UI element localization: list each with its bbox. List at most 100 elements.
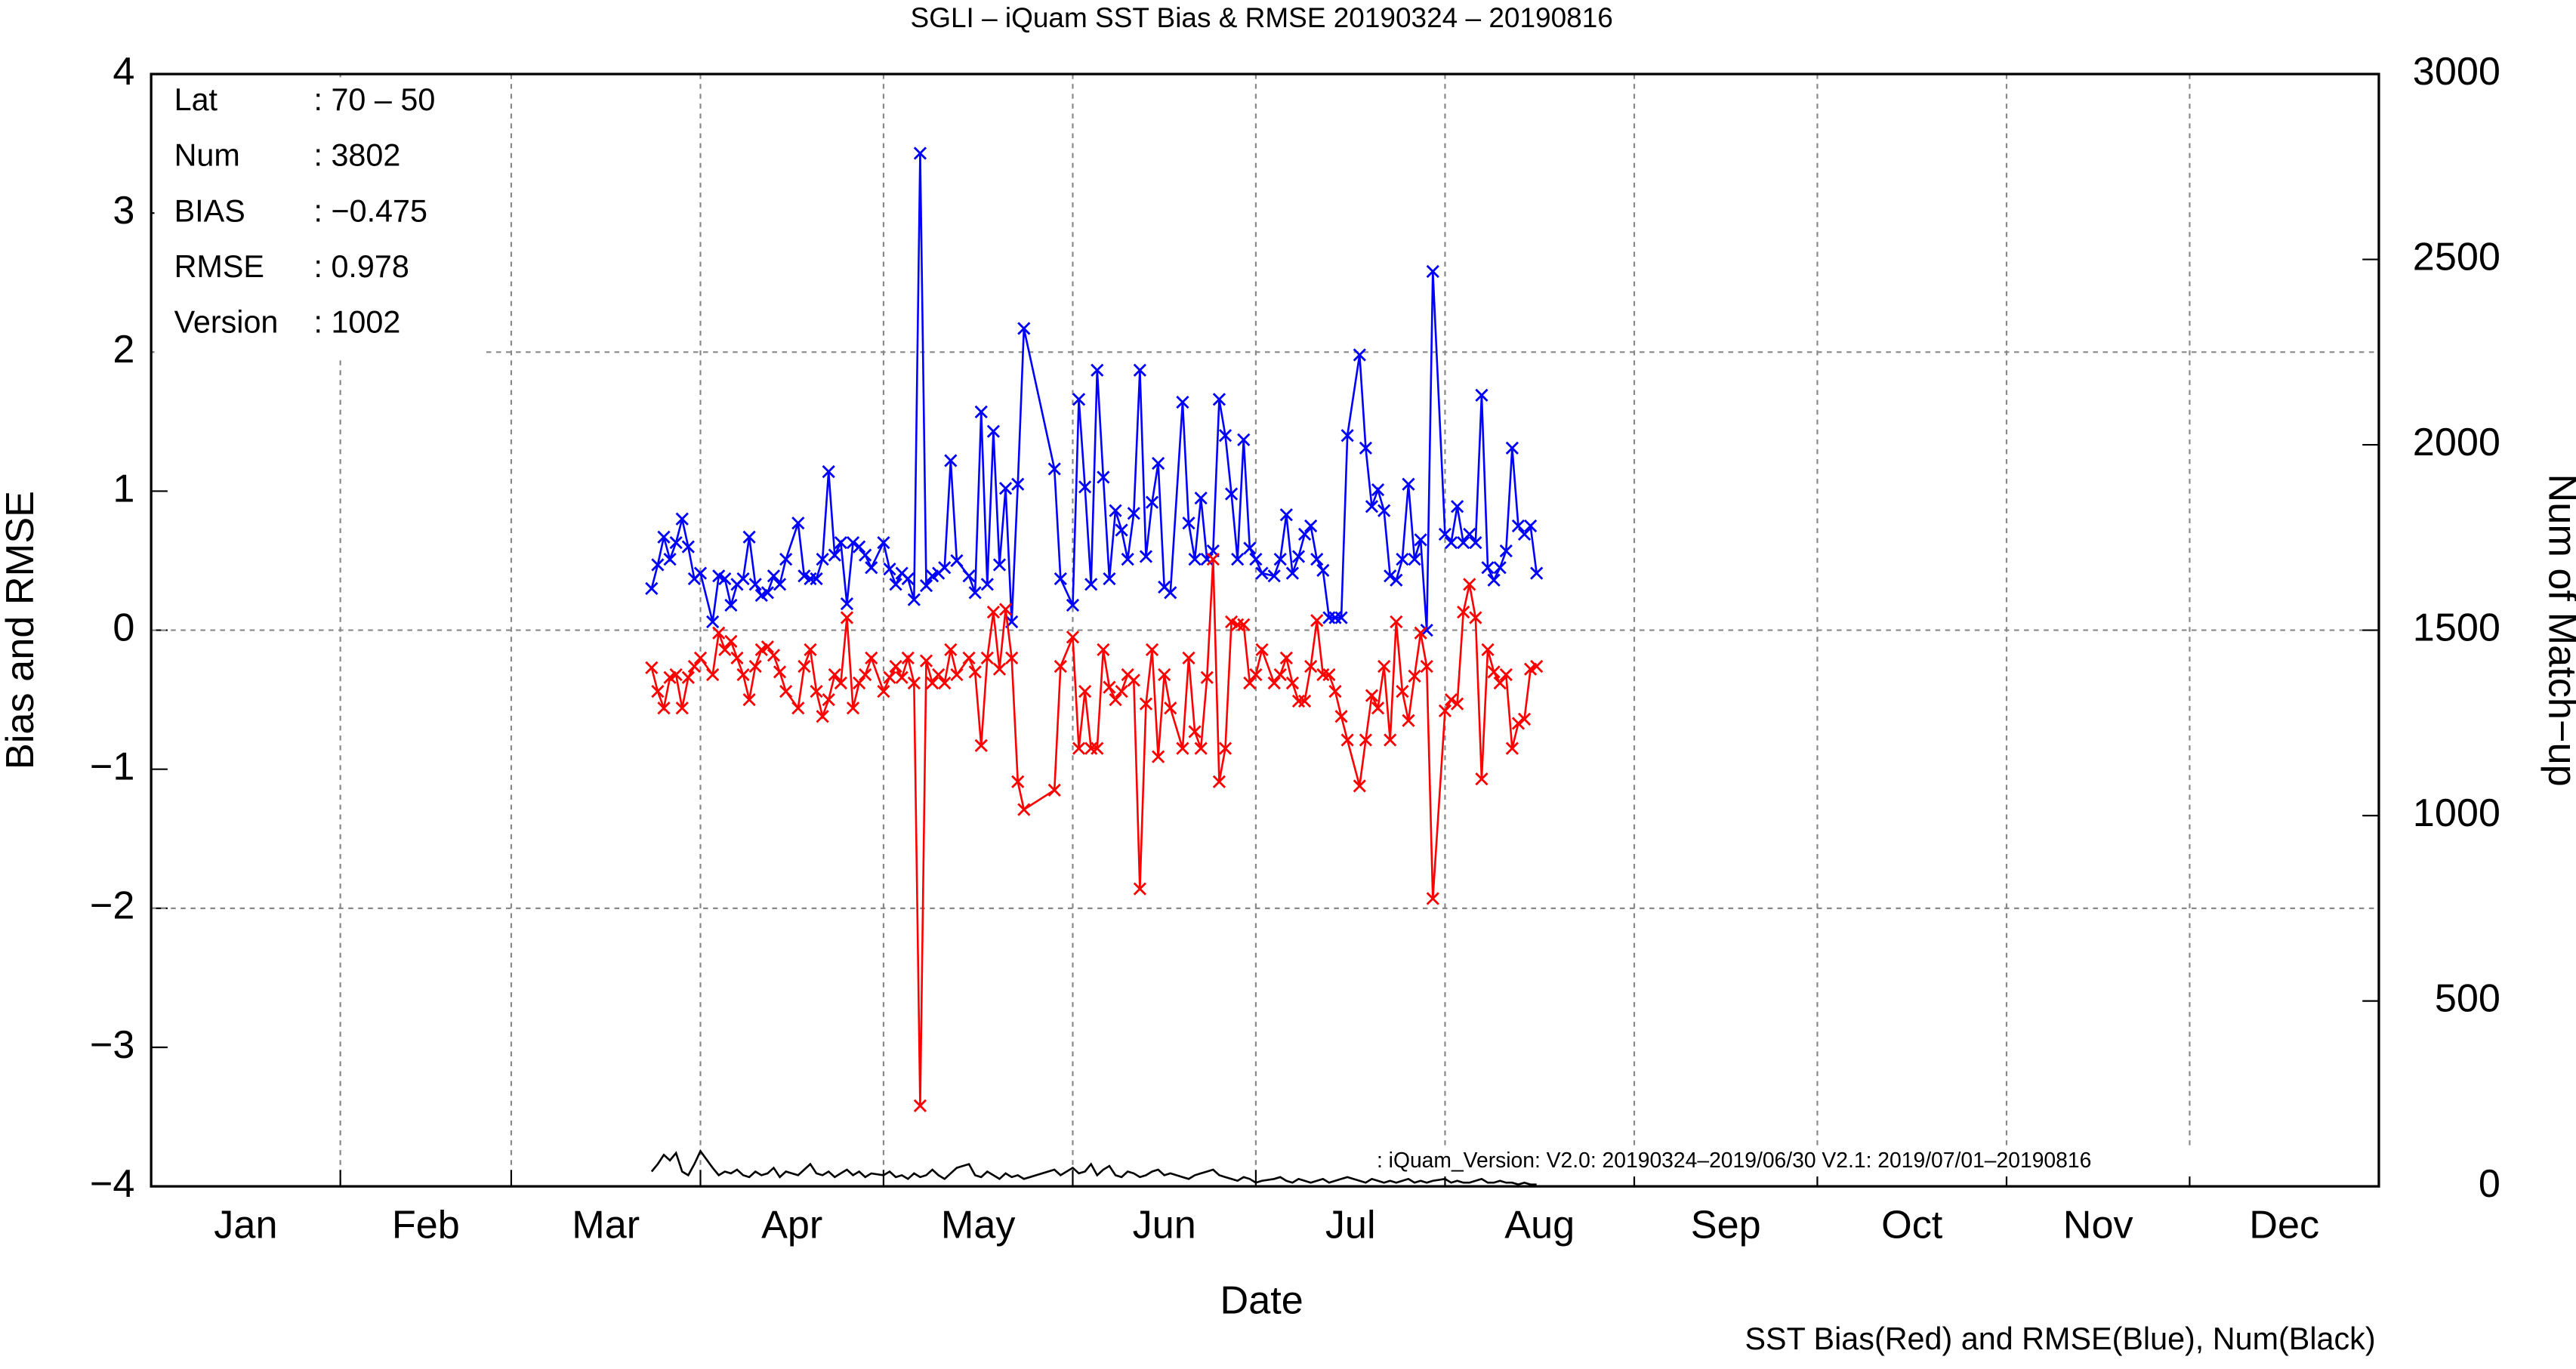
y-tick-label: −4 bbox=[90, 1162, 135, 1206]
data-point bbox=[718, 643, 732, 656]
y-axis-label: Bias and RMSE bbox=[0, 491, 42, 769]
data-point bbox=[938, 561, 952, 575]
data-point bbox=[852, 676, 866, 690]
annotation: : iQuam_Version: V2.0: 20190324–2019/06/… bbox=[1377, 1148, 2091, 1172]
x-tick-label: Dec bbox=[2249, 1203, 2319, 1247]
data-point bbox=[1359, 733, 1373, 747]
data-point bbox=[1444, 535, 1458, 550]
data-point bbox=[1176, 742, 1189, 755]
info-value: : 70 – 50 bbox=[313, 82, 435, 117]
data-point bbox=[1224, 487, 1239, 501]
data-point bbox=[1188, 553, 1202, 566]
data-point bbox=[718, 572, 732, 586]
data-point bbox=[907, 676, 921, 690]
data-point bbox=[1158, 668, 1171, 682]
data-point bbox=[1152, 750, 1165, 763]
data-point bbox=[986, 424, 1001, 438]
data-point bbox=[1475, 772, 1489, 786]
data-point bbox=[1310, 614, 1324, 627]
info-value: : 0.978 bbox=[313, 249, 409, 284]
x-tick-label: Aug bbox=[1504, 1203, 1575, 1247]
data-point bbox=[1420, 659, 1433, 674]
data-point bbox=[1493, 676, 1507, 690]
data-point bbox=[840, 597, 854, 611]
data-point bbox=[1267, 569, 1281, 583]
data-point bbox=[742, 693, 756, 707]
data-point bbox=[1133, 882, 1146, 896]
data-point bbox=[950, 553, 964, 568]
data-point bbox=[828, 548, 841, 562]
info-value: : −0.475 bbox=[313, 193, 427, 228]
data-point bbox=[1231, 553, 1245, 566]
y-tick-label: 0 bbox=[113, 606, 134, 649]
data-point bbox=[834, 535, 847, 550]
y-tick-label: 3 bbox=[113, 189, 134, 233]
data-point bbox=[919, 654, 933, 668]
data-point bbox=[846, 701, 860, 715]
x-tick-label: Jun bbox=[1133, 1203, 1196, 1247]
data-point bbox=[1194, 492, 1208, 505]
data-point bbox=[980, 651, 994, 665]
data-point bbox=[1451, 500, 1464, 513]
data-point bbox=[998, 482, 1013, 495]
data-point bbox=[1291, 550, 1306, 563]
y2-tick-label: 500 bbox=[2435, 976, 2500, 1020]
data-point bbox=[1054, 572, 1067, 586]
data-point bbox=[1066, 598, 1080, 612]
data-point bbox=[767, 649, 781, 662]
data-point bbox=[852, 540, 866, 553]
data-point bbox=[1384, 733, 1397, 747]
data-point bbox=[1334, 710, 1348, 723]
data-point bbox=[1273, 553, 1287, 566]
data-point bbox=[1182, 651, 1195, 665]
y2-tick-label: 0 bbox=[2479, 1162, 2500, 1206]
data-point bbox=[1328, 684, 1342, 698]
data-point bbox=[797, 659, 811, 674]
data-point bbox=[822, 465, 835, 479]
data-point bbox=[1353, 348, 1366, 362]
data-point bbox=[645, 581, 659, 595]
y2-axis-label: Num of Match−up bbox=[2540, 473, 2576, 786]
data-point bbox=[1396, 684, 1409, 698]
data-point bbox=[810, 684, 823, 698]
data-point bbox=[730, 651, 744, 665]
data-point bbox=[865, 651, 878, 665]
data-point bbox=[1097, 643, 1110, 656]
data-point bbox=[1340, 429, 1354, 442]
data-point bbox=[1371, 701, 1385, 715]
data-point bbox=[1487, 573, 1501, 587]
data-point bbox=[742, 530, 756, 544]
data-point bbox=[1243, 541, 1257, 555]
data-point bbox=[1384, 569, 1397, 583]
y2-tick-label: 2000 bbox=[2413, 421, 2500, 464]
data-point bbox=[913, 1099, 927, 1112]
data-point bbox=[944, 454, 958, 467]
data-point bbox=[657, 701, 671, 715]
data-point bbox=[1457, 606, 1470, 619]
data-point bbox=[1505, 742, 1519, 755]
y-tick-label: −3 bbox=[90, 1023, 135, 1067]
data-point bbox=[791, 701, 805, 715]
data-point bbox=[1328, 611, 1342, 624]
data-point bbox=[1115, 523, 1128, 537]
x-tick-label: May bbox=[941, 1203, 1016, 1247]
data-point bbox=[657, 530, 671, 544]
x-axis-label: Date bbox=[1220, 1279, 1303, 1323]
data-point bbox=[1005, 651, 1019, 665]
data-point bbox=[1121, 553, 1134, 566]
data-point bbox=[1390, 615, 1403, 629]
data-point bbox=[938, 676, 952, 690]
data-point bbox=[1322, 611, 1336, 624]
data-point bbox=[1109, 504, 1122, 517]
x-tick-label: Feb bbox=[392, 1203, 460, 1247]
data-point bbox=[760, 640, 775, 654]
data-point bbox=[675, 512, 689, 526]
data-point bbox=[748, 659, 762, 674]
data-point bbox=[816, 553, 829, 566]
plot-frame bbox=[150, 72, 2380, 1188]
y2-tick-label: 3000 bbox=[2413, 50, 2500, 94]
data-point bbox=[962, 569, 976, 583]
y-tick-label: −1 bbox=[90, 745, 135, 788]
data-point bbox=[1047, 462, 1061, 476]
